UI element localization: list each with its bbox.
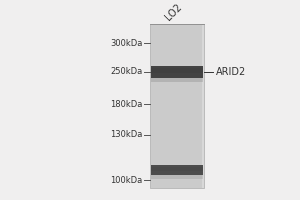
Text: 130kDa: 130kDa — [110, 130, 142, 139]
Bar — [151, 165, 203, 175]
Text: LO2: LO2 — [163, 2, 184, 22]
Bar — [150, 24, 204, 188]
Bar — [151, 167, 203, 171]
Bar — [151, 78, 203, 82]
Bar — [151, 68, 203, 73]
Text: ARID2: ARID2 — [216, 67, 246, 77]
Text: 300kDa: 300kDa — [110, 39, 142, 48]
Bar — [151, 66, 203, 78]
Text: 100kDa: 100kDa — [110, 176, 142, 185]
Text: 250kDa: 250kDa — [110, 67, 142, 76]
Text: 180kDa: 180kDa — [110, 100, 142, 109]
Bar — [151, 175, 203, 179]
Bar — [152, 24, 202, 188]
